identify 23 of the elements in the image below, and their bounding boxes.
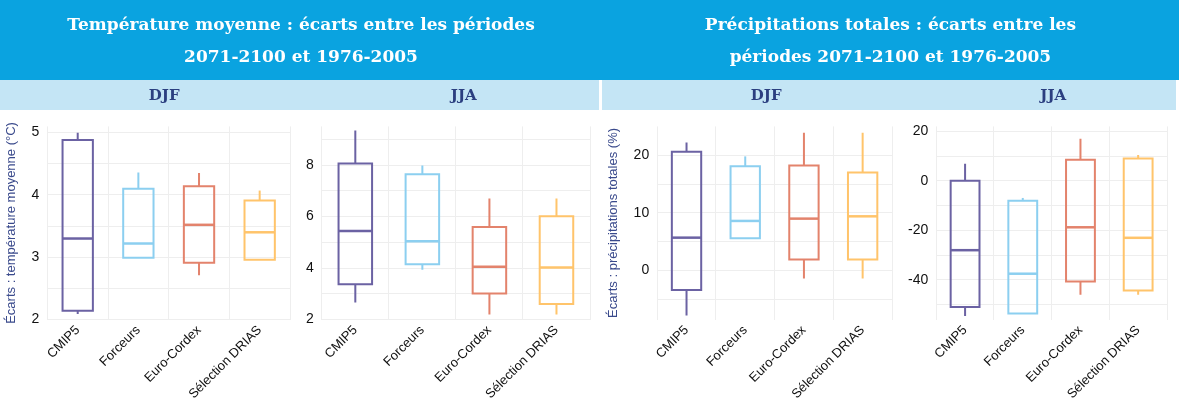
y-tick-label: 4: [306, 258, 315, 275]
y-tick-label: 3: [31, 248, 40, 265]
y-tick-label: 4: [31, 185, 40, 202]
y-tick-label: 2: [31, 310, 40, 327]
y-tick-label: 20: [913, 122, 929, 139]
y-tick-label: 6: [306, 207, 315, 224]
y-tick-label: 20: [633, 146, 650, 163]
chart-title: Température moyenne : écarts entre les périodes 2071-2100 et 1976-2005: [0, 0, 602, 80]
chart-subtitle: DJF: [750, 86, 782, 104]
y-tick-label: 10: [633, 203, 650, 220]
chart-subtitle: JJA: [450, 86, 477, 104]
chart-subtitle: DJF: [148, 86, 180, 104]
y-tick-label: 0: [641, 261, 650, 278]
chart-subtitle: JJA: [1040, 86, 1067, 104]
y-axis-title: Écarts : précipitations totales (%): [605, 127, 621, 318]
y-tick-label: -20: [908, 221, 929, 238]
y-axis-title: Écarts : température moyenne (°C): [3, 122, 19, 324]
chart-title: Précipitations totales : écarts entre les périodes 2071-2100 et 1976-2005: [601, 0, 1179, 80]
y-tick-label: 8: [306, 155, 315, 172]
y-tick-label: 5: [31, 123, 40, 140]
y-tick-label: -40: [908, 270, 929, 287]
y-tick-label: 0: [920, 171, 929, 188]
y-tick-label: 2: [306, 310, 315, 327]
